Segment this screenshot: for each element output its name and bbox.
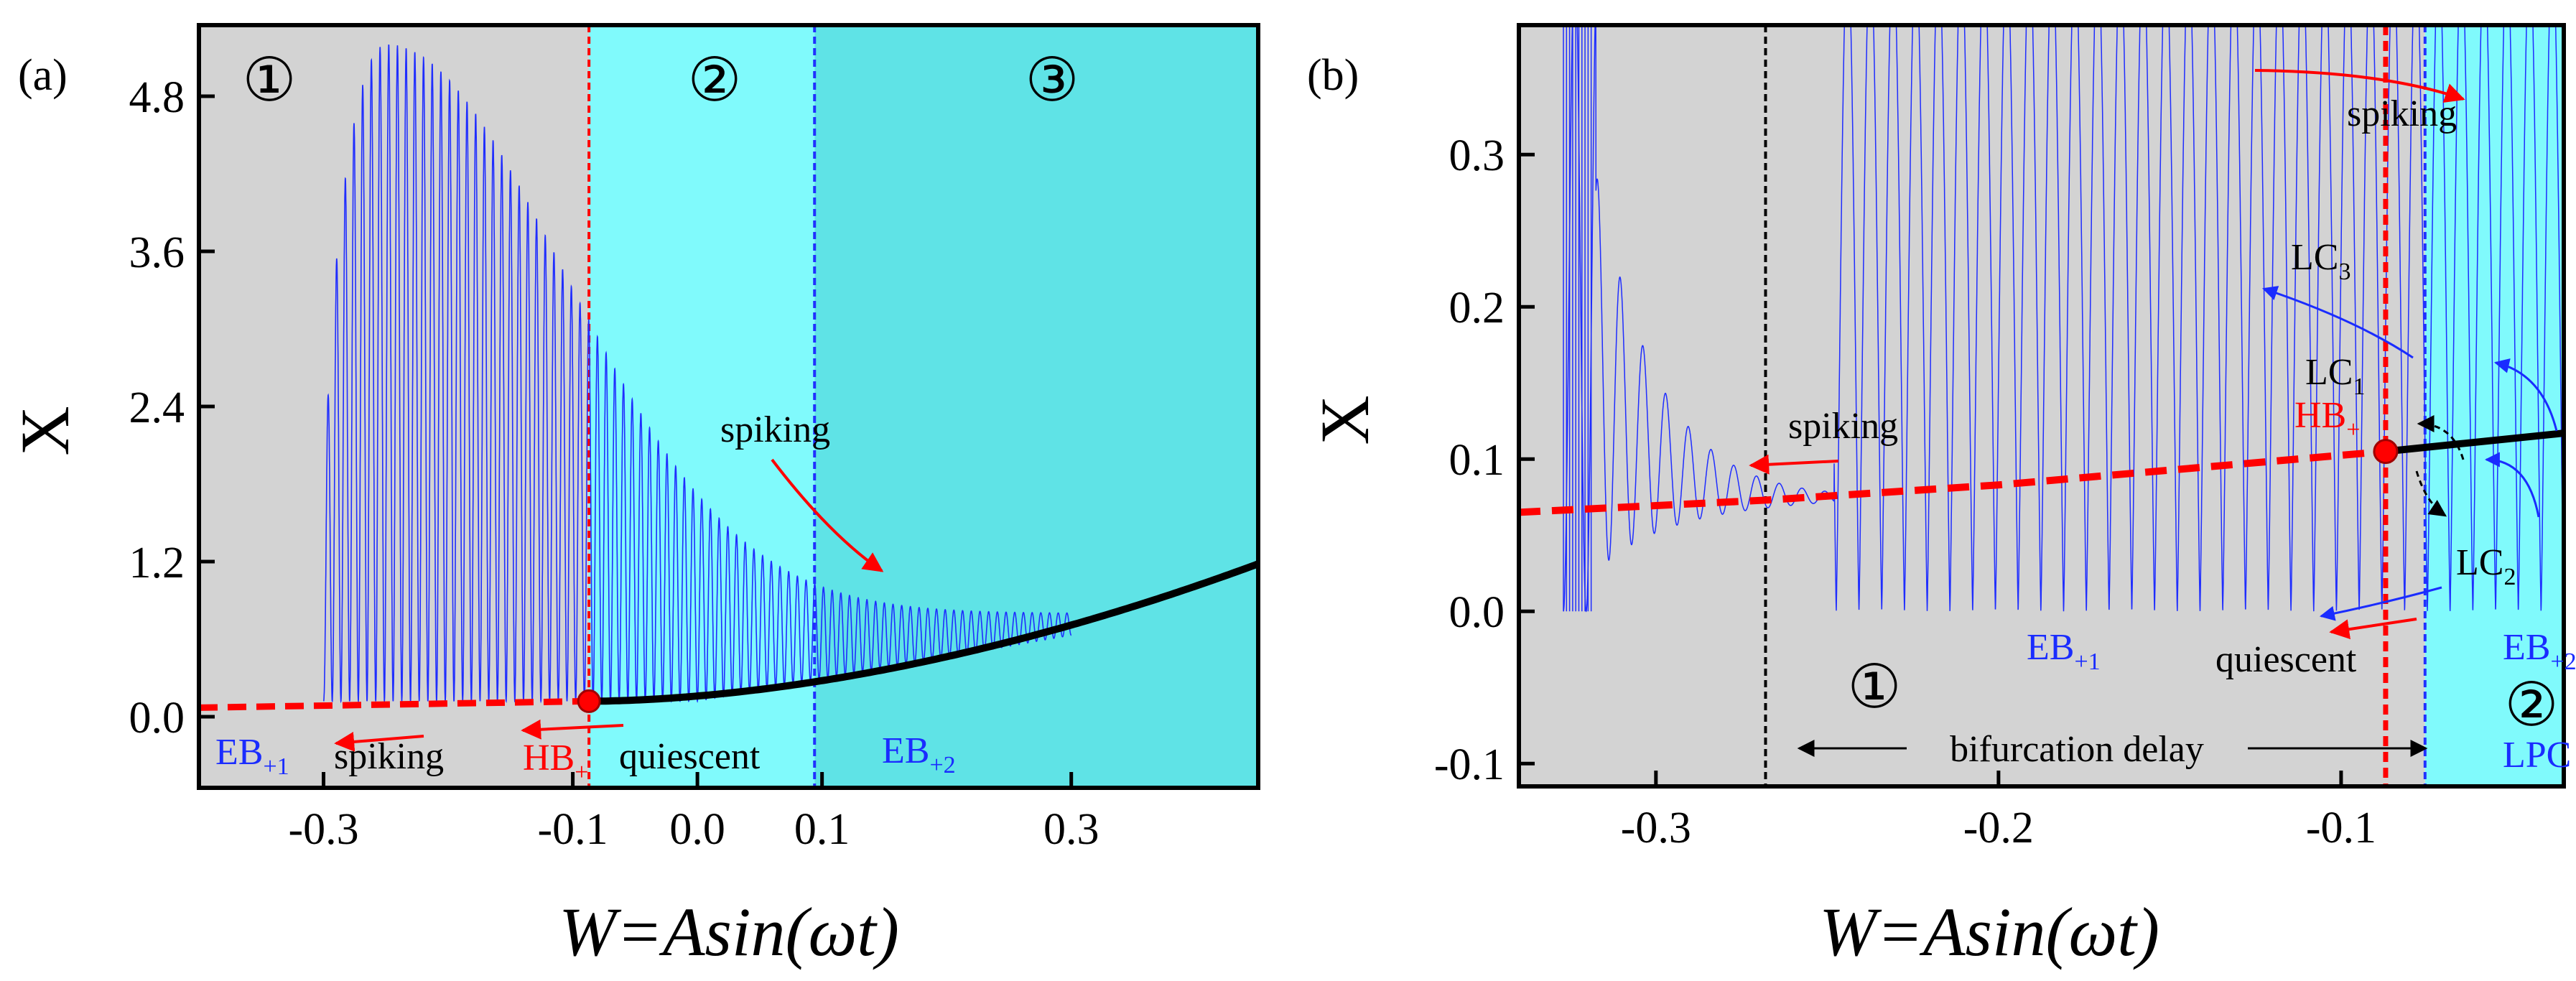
panel-b-spiking-top-arrow — [2254, 69, 2465, 103]
panel-a-region-2-label: ② — [687, 45, 741, 115]
panel-b-lc2-text: LC — [2456, 542, 2503, 583]
panel-b-eb2-text: EB — [2503, 627, 2550, 668]
panel-a-eb2-text: EB — [882, 730, 929, 771]
panel-b-ylabel: X — [1306, 395, 1383, 445]
panel-b-ytick-label: -0.1 — [1434, 740, 1505, 789]
panel-b-eb1-sub: +1 — [2074, 648, 2100, 675]
panel-b-eb2-label: EB+2 — [2503, 627, 2576, 675]
panel-a-hopf-point — [577, 689, 601, 713]
panel-b-lc2-label: LC2 — [2456, 542, 2516, 590]
panel-b-hopf-point — [2373, 439, 2399, 465]
panel-a-eb2-label: EB+2 — [882, 730, 956, 778]
panel-a-hb-label: HB+ — [523, 738, 588, 786]
panel-b-traces — [1519, 25, 2564, 786]
panel-b-lc1-text: LC — [2305, 352, 2353, 393]
panel-a-region-1-label: ① — [242, 45, 296, 115]
panel-b-spiking-mid-label: spiking — [1788, 406, 1898, 447]
panel-a-xtick-label: -0.3 — [288, 805, 358, 854]
panel-b-lc1-label: LC1 — [2305, 352, 2365, 400]
panel-a-unstable-branch — [199, 697, 590, 711]
panel-a-quiescent-arrow — [521, 719, 624, 740]
panel-b-ytick-label: 0.2 — [1449, 284, 1505, 333]
panel-b-region-2-label: ② — [2504, 669, 2558, 740]
panel-b-quiescent-arrow — [2329, 618, 2417, 640]
panel-a-region-3 — [814, 25, 1258, 788]
panel-a-quiescent-label: quiescent — [619, 736, 761, 777]
panel-a-eb1-text: EB — [215, 732, 263, 773]
panel-b-xtick-label: -0.1 — [2306, 804, 2376, 852]
panel-a-regions — [199, 25, 1258, 788]
panel-b-stable-branch — [2385, 429, 2564, 455]
panel-b-lc3-sub: 3 — [2338, 259, 2351, 285]
panel-b-spiking-trace — [1563, 25, 2564, 613]
panel-b-eb2-sub: +2 — [2550, 648, 2576, 675]
panel-b-spiking-mid-arrow — [1749, 454, 1839, 475]
panel-b-lpc-label: LPC — [2503, 735, 2571, 776]
panel-a-xtick-label: -0.1 — [538, 805, 608, 854]
panel-b-hb-sub: + — [2346, 417, 2360, 443]
panel-b-quiescent-label: quiescent — [2215, 639, 2357, 680]
panel-a-ytick-label: 0.0 — [129, 694, 185, 743]
panel-a-ytick-label: 3.6 — [129, 228, 185, 277]
panel-a-axes: -0.3 -0.1 0.0 0.1 0.3 0.0 1.2 2.4 3.6 4.8 — [129, 73, 1099, 854]
panel-a-ytick-label: 4.8 — [129, 73, 185, 122]
panel-b-xlabel: W=Asin(ωt) — [1819, 893, 2159, 970]
panel-b-label: (b) — [1307, 51, 1359, 100]
panel-b-xtick-label: -0.2 — [1963, 804, 2034, 852]
panel-a-eb2-sub: +2 — [929, 752, 955, 778]
panel-b-xtick-label: -0.3 — [1621, 804, 1691, 852]
panel-b-eb1-text: EB — [2027, 627, 2074, 668]
panel-b-bifurcation-delay-bg — [1907, 725, 2248, 770]
panel-a-hb-text: HB — [523, 738, 575, 778]
panel-b-lc3-text: LC — [2291, 237, 2338, 278]
panel-b-axes: -0.3 -0.2 -0.1 -0.1 0.0 0.1 0.2 0.3 — [1434, 131, 2376, 852]
panel-b-return-arrow-lower — [2484, 452, 2540, 518]
panel-b-region-1-label: ① — [1847, 651, 1901, 722]
panel-a-ytick-label: 2.4 — [129, 383, 185, 432]
panel-a-label: (a) — [18, 51, 68, 100]
panel-a-spiking-upper-arrow — [771, 458, 884, 572]
panel-b-unstable-branch — [1519, 447, 2386, 516]
panel-a: -0.3 -0.1 0.0 0.1 0.3 0.0 1.2 2.4 3.6 4.8 (a) X W… — [6, 23, 1260, 970]
panel-a-stable-branch — [589, 560, 1258, 705]
panel-a-eb1-label: EB+1 — [215, 732, 289, 780]
panel-b-hb-label: HB+ — [2294, 395, 2360, 443]
panel-b-ytick-label: 0.1 — [1449, 436, 1505, 485]
panel-b-frame — [1517, 23, 2566, 789]
panel-b-lc3-arrow — [2262, 286, 2414, 359]
panel-b-ytick-label: 0.3 — [1449, 131, 1505, 180]
panel-a-ylabel: X — [6, 406, 83, 455]
panel-b-lc2-arrow — [2319, 586, 2442, 621]
panel-b-lc1-arrow — [2417, 415, 2465, 460]
panel-a-xtick-label: 0.1 — [794, 805, 850, 854]
panel-b-lc2-sub: 2 — [2503, 564, 2516, 590]
panel-b-bifurcation-delay-label: bifurcation delay — [1950, 729, 2204, 770]
panel-a-spiking-trace — [322, 44, 1072, 704]
panel-a-spiking-upper-label: spiking — [720, 409, 830, 450]
panel-a-ytick-label: 1.2 — [129, 539, 185, 587]
panel-b-lc3-label: LC3 — [2291, 237, 2351, 285]
panel-a-hb-sub: + — [575, 759, 588, 786]
panel-b-ytick-label: 0.0 — [1449, 588, 1505, 637]
panel-a-xlabel: W=Asin(ωt) — [559, 893, 899, 970]
panel-b-return-arrow-upper — [2493, 358, 2558, 432]
panel-a-xtick-label: 0.0 — [669, 805, 725, 854]
panel-a-region-3-label: ③ — [1025, 45, 1079, 115]
panel-b-hb-text: HB — [2294, 395, 2346, 436]
panel-a-xtick-label: 0.3 — [1043, 805, 1099, 854]
panel-a-eb1-sub: +1 — [263, 753, 289, 780]
panel-a-spiking-lower-arrow — [334, 731, 424, 752]
panel-a-traces — [199, 44, 1258, 713]
panel-b-lc1-sub: 1 — [2353, 373, 2365, 400]
panel-b: -0.3 -0.2 -0.1 -0.1 0.0 0.1 0.2 0.3 (b) X W=Asi… — [1306, 23, 2576, 970]
panel-b-region-2 — [2424, 25, 2564, 786]
panel-b-eb1-label: EB+1 — [2027, 627, 2101, 675]
panel-b-spiking-top-label: spiking — [2347, 93, 2457, 134]
